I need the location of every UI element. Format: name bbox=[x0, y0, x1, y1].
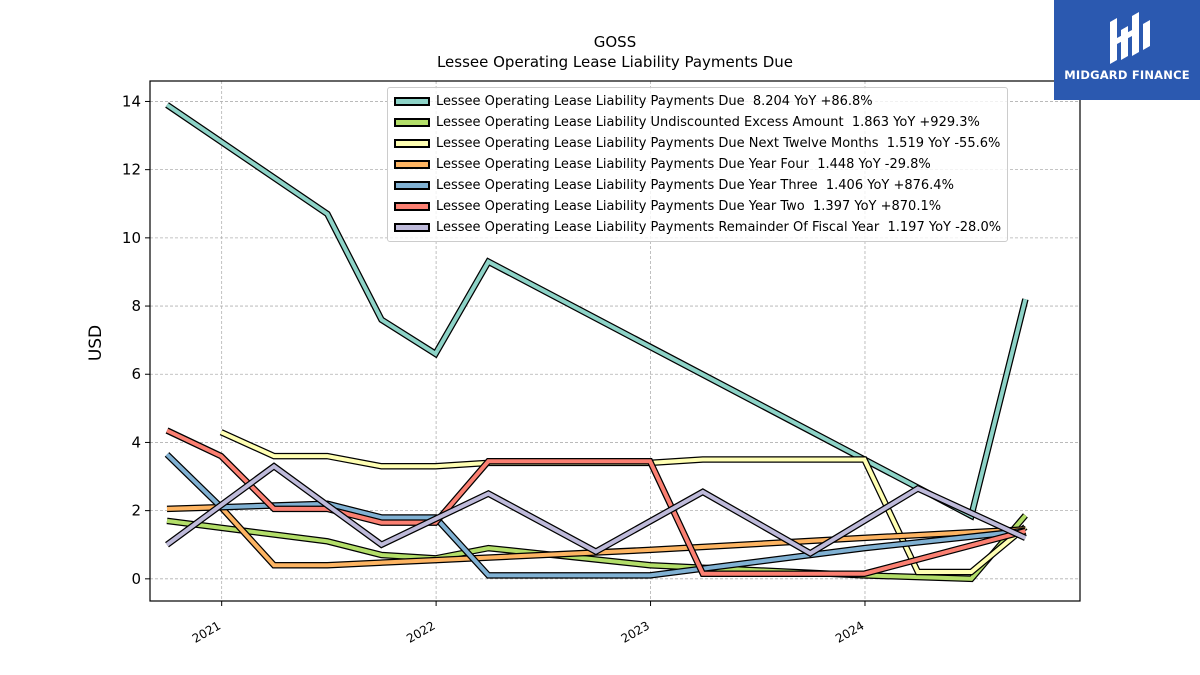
chart-title: GOSS bbox=[594, 33, 636, 51]
legend-item: Lessee Operating Lease Liability Payment… bbox=[394, 133, 1001, 154]
brand-logo: MIDGARD FINANCE bbox=[1054, 0, 1200, 100]
series-line bbox=[165, 462, 1027, 558]
legend-item: Lessee Operating Lease Liability Payment… bbox=[394, 217, 1001, 238]
legend-label: Lessee Operating Lease Liability Payment… bbox=[436, 199, 942, 214]
x-tick-label: 2021 bbox=[190, 618, 223, 645]
legend-swatch bbox=[394, 181, 430, 190]
legend: Lessee Operating Lease Liability Payment… bbox=[387, 87, 1009, 242]
legend-swatch bbox=[394, 139, 430, 148]
legend-swatch bbox=[394, 160, 430, 169]
plot-frame bbox=[149, 80, 1081, 602]
x-tick-label: 2023 bbox=[619, 618, 652, 645]
legend-label: Lessee Operating Lease Liability Payment… bbox=[436, 220, 1002, 235]
legend-item: Lessee Operating Lease Liability Payment… bbox=[394, 154, 1001, 175]
y-tick-label: 12 bbox=[122, 161, 141, 179]
series-stroke bbox=[165, 463, 1027, 556]
legend-swatch bbox=[394, 97, 430, 106]
legend-label: Lessee Operating Lease Liability Payment… bbox=[436, 178, 954, 193]
legend-label: Lessee Operating Lease Liability Payment… bbox=[436, 136, 1001, 151]
y-tick-label: 10 bbox=[122, 229, 141, 247]
y-ticks: 0 2 4 6 8 10 12 14 bbox=[122, 92, 150, 588]
y-tick-label: 6 bbox=[131, 365, 141, 383]
legend-label: Lessee Operating Lease Liability Payment… bbox=[436, 94, 873, 109]
legend-item: Lessee Operating Lease Liability Payment… bbox=[394, 196, 1001, 217]
brand-name: MIDGARD FINANCE bbox=[1064, 68, 1190, 82]
y-tick-label: 2 bbox=[131, 502, 141, 520]
legend-item: Lessee Operating Lease Liability Undisco… bbox=[394, 112, 1001, 133]
legend-label: Lessee Operating Lease Liability Undisco… bbox=[436, 115, 980, 130]
legend-item: Lessee Operating Lease Liability Payment… bbox=[394, 91, 1001, 112]
y-axis-label: USD bbox=[86, 325, 106, 361]
y-tick-label: 8 bbox=[131, 297, 141, 315]
legend-label: Lessee Operating Lease Liability Payment… bbox=[436, 157, 931, 172]
series-stroke bbox=[166, 428, 1026, 576]
y-tick-label: 0 bbox=[131, 570, 141, 588]
y-tick-label: 4 bbox=[131, 433, 141, 451]
y-tick-label: 14 bbox=[122, 92, 141, 110]
series-line bbox=[165, 427, 1027, 577]
x-ticks: 2021 2022 2023 2024 bbox=[190, 601, 866, 646]
x-tick-label: 2024 bbox=[833, 618, 866, 645]
brand-logo-icon bbox=[1110, 12, 1150, 64]
x-tick-label: 2022 bbox=[404, 618, 437, 645]
legend-item: Lessee Operating Lease Liability Payment… bbox=[394, 175, 1001, 196]
legend-swatch bbox=[394, 202, 430, 211]
legend-swatch bbox=[394, 118, 430, 127]
series-layer bbox=[164, 102, 1029, 583]
chart-subtitle: Lessee Operating Lease Liability Payment… bbox=[437, 53, 793, 71]
series-line bbox=[166, 513, 1028, 583]
series-stroke bbox=[166, 514, 1027, 581]
legend-swatch bbox=[394, 223, 430, 232]
